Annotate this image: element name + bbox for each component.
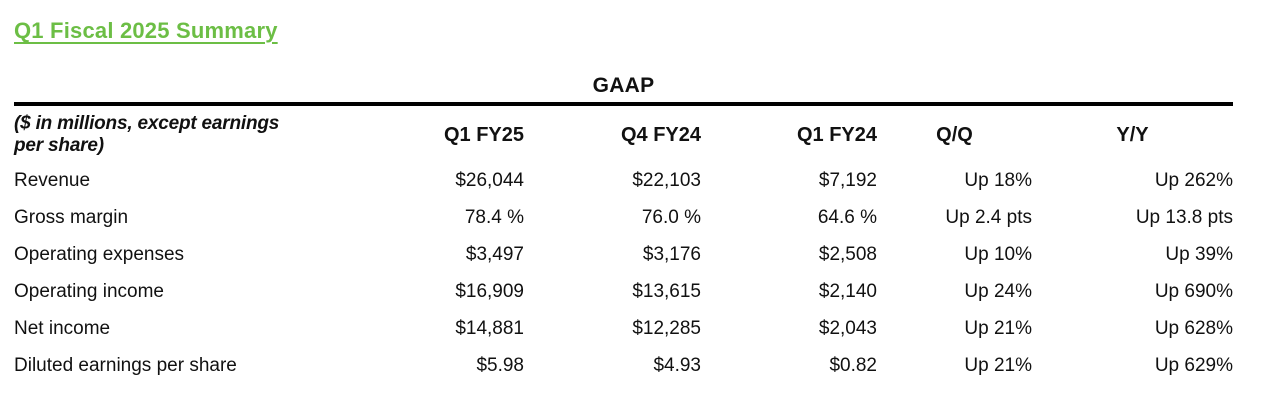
cell-q1fy24: $0.82 [829,354,877,376]
column-header-qq: Q/Q [936,123,973,146]
table-row-gross-margin: Gross margin 78.4 % 76.0 % 64.6 % Up 2.4… [14,199,1233,236]
page-title: Q1 Fiscal 2025 Summary [14,18,278,43]
cell-q1fy25: $5.98 [476,354,524,376]
cell-qq: Up 18% [964,169,1032,191]
row-label: Net income [14,317,111,339]
table-row-operating-expenses: Operating expenses $3,497 $3,176 $2,508 … [14,236,1233,273]
row-label: Revenue [14,169,91,191]
row-label: Operating income [14,280,164,302]
cell-q1fy24: $2,508 [818,243,877,265]
cell-q1fy25: $16,909 [455,280,524,302]
column-header-units: ($ in millions, except earnings per shar… [14,108,389,162]
units-note: ($ in millions, except earnings per shar… [14,113,280,156]
cell-q1fy24: $7,192 [818,169,877,191]
table-header-row: ($ in millions, except earnings per shar… [14,108,1233,162]
cell-yy: Up 628% [1154,317,1233,339]
cell-yy: Up 690% [1154,280,1233,302]
cell-q1fy24: $2,043 [818,317,877,339]
table-row-operating-income: Operating income $16,909 $13,615 $2,140 … [14,273,1233,310]
table-row-diluted-eps: Diluted earnings per share $5.98 $4.93 $… [14,347,1233,384]
cell-q1fy24: 64.6 % [817,206,877,228]
row-label: Gross margin [14,206,129,228]
cell-q1fy25: $3,497 [465,243,524,265]
column-header-q4fy24: Q4 FY24 [620,123,701,146]
cell-q4fy24: $4.93 [653,354,701,376]
cell-qq: Up 24% [964,280,1032,302]
row-label: Operating expenses [14,243,185,265]
table-top-rule [14,102,1233,106]
cell-qq: Up 10% [964,243,1032,265]
cell-qq: Up 21% [964,317,1032,339]
column-header-q1fy24: Q1 FY24 [796,123,877,146]
table-row-net-income: Net income $14,881 $12,285 $2,043 Up 21%… [14,310,1233,347]
cell-q4fy24: $13,615 [632,280,701,302]
cell-yy: Up 629% [1154,354,1233,376]
column-header-yy: Y/Y [1116,123,1149,146]
cell-qq: Up 21% [964,354,1032,376]
cell-q4fy24: $12,285 [632,317,701,339]
financial-summary-table: ($ in millions, except earnings per shar… [14,108,1233,384]
table-row-revenue: Revenue $26,044 $22,103 $7,192 Up 18% Up… [14,162,1233,199]
cell-q1fy25: $14,881 [455,317,524,339]
cell-q4fy24: $3,176 [642,243,701,265]
cell-q4fy24: 76.0 % [641,206,701,228]
cell-q1fy25: 78.4 % [464,206,524,228]
cell-q1fy25: $26,044 [455,169,524,191]
gaap-group-header: GAAP [592,74,655,97]
cell-qq: Up 2.4 pts [945,206,1032,228]
cell-yy: Up 262% [1154,169,1233,191]
cell-yy: Up 39% [1165,243,1233,265]
row-label: Diluted earnings per share [14,354,237,376]
column-header-q1fy25: Q1 FY25 [443,123,524,146]
cell-q1fy24: $2,140 [818,280,877,302]
cell-q4fy24: $22,103 [632,169,701,191]
cell-yy: Up 13.8 pts [1135,206,1233,228]
